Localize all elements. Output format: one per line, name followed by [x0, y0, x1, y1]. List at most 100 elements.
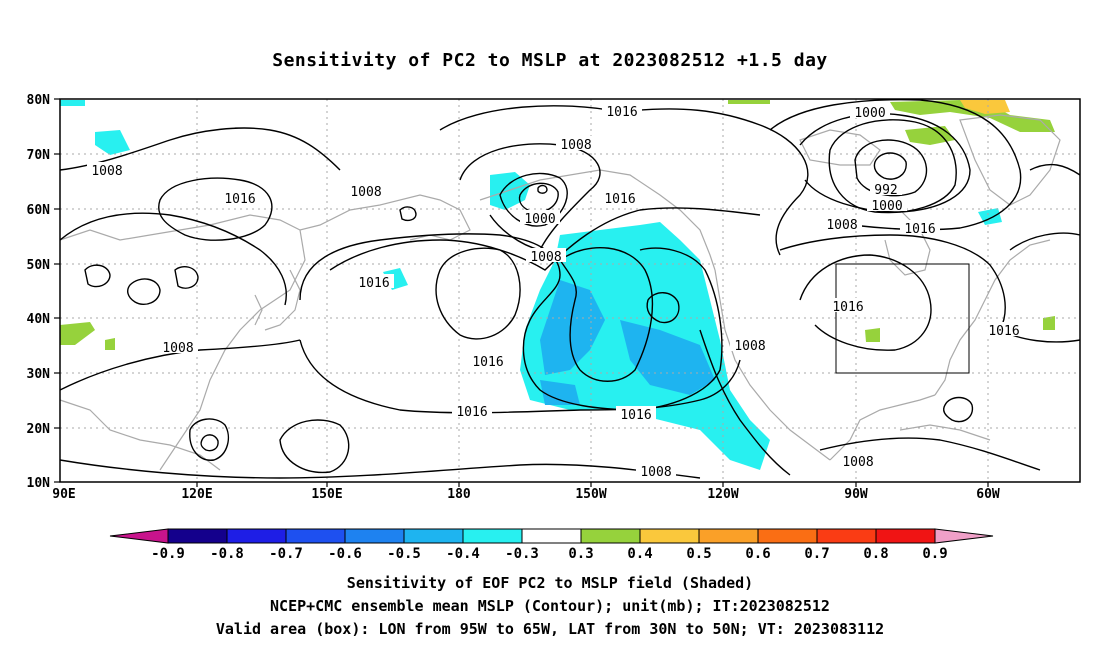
colorbar-label: -0.6 — [328, 546, 362, 562]
contour-label-text: 1016 — [224, 192, 255, 207]
caption-line-1: Sensitivity of EOF PC2 to MSLP field (Sh… — [346, 574, 754, 592]
colorbar-swatch — [167, 528, 228, 544]
colorbar-label: -0.5 — [387, 546, 421, 562]
contour-1008-bering — [459, 143, 601, 251]
lon-tick-label: 90W — [844, 487, 868, 502]
contour-label-text: 1016 — [604, 192, 635, 207]
colorbar-low-tip — [109, 528, 169, 544]
contour-1008-atl-s — [819, 437, 1041, 471]
shade-green-china — [60, 322, 95, 345]
contour-1024-pacific — [435, 247, 521, 340]
contour-label: 1016 — [600, 190, 640, 207]
contour-1016-pacific-big — [299, 339, 741, 414]
contour-1008-pac-south — [59, 459, 701, 479]
lat-tick-label: 80N — [27, 93, 51, 108]
contour-label: 1008 — [838, 453, 878, 470]
valid-area-box — [835, 263, 970, 374]
shade-orange-arctic — [960, 100, 1010, 114]
coast-na-gulf — [829, 394, 936, 461]
contour-label-text: 1008 — [350, 185, 381, 200]
contour-label-text: 1016 — [620, 408, 651, 423]
contour-label-text: 1016 — [456, 405, 487, 420]
colorbar-swatch — [639, 528, 700, 544]
contour-label: 1016 — [452, 403, 492, 420]
contour-high-center — [646, 292, 680, 324]
coastlines — [59, 114, 1061, 471]
colorbar-swatch — [521, 528, 582, 544]
shade-cyan-arctic — [95, 130, 130, 155]
shade-green-sea — [105, 338, 115, 350]
contour-label: 1016 — [354, 274, 394, 291]
lon-tick-label: 150E — [311, 487, 342, 502]
colorbar-label: 0.8 — [863, 546, 888, 562]
coast-indo — [59, 399, 221, 471]
lon-tick-label: 150W — [575, 487, 606, 502]
lon-tick-label: 120E — [181, 487, 212, 502]
colorbar-swatch — [285, 528, 346, 544]
contour-atl-ring — [1009, 232, 1081, 251]
contour-low-west — [127, 278, 161, 306]
lon-tick-label: 120W — [707, 487, 738, 502]
lat-tick-label: 10N — [27, 476, 51, 491]
contour-label: 1008 — [556, 136, 596, 153]
mslp-contours — [59, 99, 1081, 479]
contour-label-text: 1000 — [871, 199, 902, 214]
contour-small-bering — [537, 184, 548, 194]
contour-label-text: 1008 — [640, 465, 671, 480]
colorbar: -0.9 -0.8 -0.7 -0.6 -0.5 -0.4 -0.3 0.3 0.4 0.5 0.6… — [109, 528, 994, 562]
shade-green-greenland — [905, 126, 955, 145]
shade-green-atl — [1043, 316, 1055, 330]
lat-tick-label: 50N — [27, 258, 51, 273]
contour-label-text: 1000 — [854, 106, 885, 121]
contour-label-text: 1016 — [832, 300, 863, 315]
gridlines — [60, 99, 1080, 482]
contour-inner-bering — [518, 182, 559, 214]
colorbar-label: -0.4 — [446, 546, 480, 562]
contour-label-text: 1008 — [91, 164, 122, 179]
contour-label: 1008 — [87, 162, 127, 179]
contour-label: 1016 — [828, 298, 868, 315]
contour-label-text: 1008 — [560, 138, 591, 153]
contour-label: 1016 — [616, 406, 656, 423]
contour-1008-asia-big — [59, 212, 287, 306]
contour-1016-high-outer — [299, 233, 723, 411]
contour-label-text: 1008 — [842, 455, 873, 470]
contour-label: 1008 — [636, 463, 676, 480]
colorbar-swatch — [403, 528, 464, 544]
contour-label: 1008 — [822, 216, 862, 233]
contour-nlow-inner — [873, 152, 907, 180]
contour-1016-mid — [329, 207, 761, 271]
coast-asia — [59, 194, 471, 241]
caption-line-2: NCEP+CMC ensemble mean MSLP (Contour); u… — [270, 597, 830, 615]
contour-label: 1016 — [220, 190, 260, 207]
colorbar-high-tip — [934, 528, 994, 544]
colorbar-label: -0.3 — [505, 546, 539, 562]
contour-label: 1008 — [346, 183, 386, 200]
lat-ticks — [54, 98, 60, 483]
contour-label: 1000 — [520, 210, 560, 227]
contour-label: 992 — [870, 181, 902, 198]
contour-1016-asia — [158, 177, 273, 241]
contour-label-text: 1016 — [988, 324, 1019, 339]
contour-label: 1016 — [984, 322, 1024, 339]
coast-greenland — [959, 114, 1061, 206]
colorbar-label: 0.7 — [804, 546, 829, 562]
colorbar-swatch — [757, 528, 818, 544]
lon-tick-label: 90E — [52, 487, 75, 502]
contour-label-text: 1008 — [530, 250, 561, 265]
contour-label: 1016 — [468, 353, 508, 370]
colorbar-label: 0.9 — [922, 546, 947, 562]
chart-title: Sensitivity of PC2 to MSLP at 2023082512… — [272, 50, 828, 71]
contour-label-group: 1016 1008 1008 1016 1008 1008 1000 1016 … — [87, 103, 1053, 480]
contour-label: 1016 — [602, 103, 642, 120]
coast-arctic-isl — [799, 129, 881, 166]
coast-korea — [254, 294, 263, 326]
colorbar-swatch — [816, 528, 877, 544]
contour-label-text: 1008 — [1022, 465, 1053, 480]
colorbar-swatch — [226, 528, 287, 544]
coast-japan — [264, 269, 301, 331]
contour-label-text: 1016 — [358, 276, 389, 291]
contour-label-text: 1008 — [826, 218, 857, 233]
contour-ne-corner — [1029, 163, 1081, 176]
